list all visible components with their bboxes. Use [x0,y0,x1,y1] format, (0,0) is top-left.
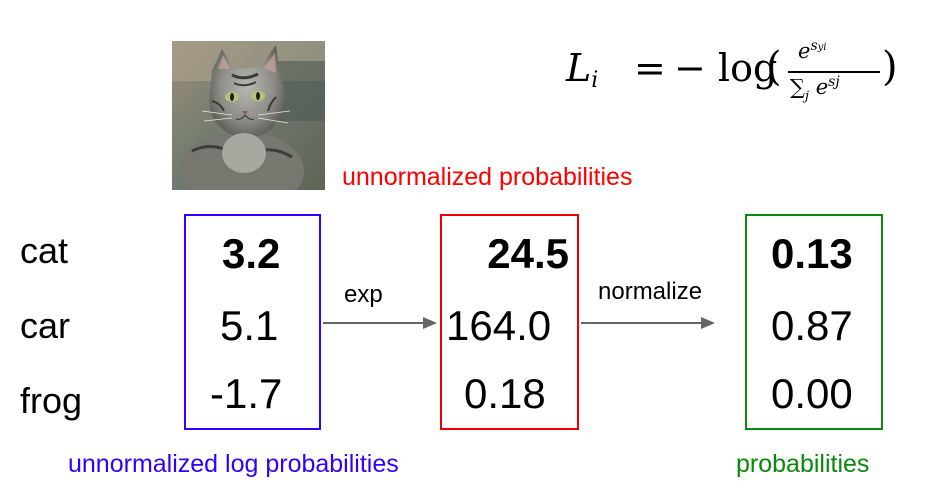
exp-score-car: 164.0 [446,302,552,349]
class-label-cat: cat [20,230,69,271]
exp-arrow-label: exp [344,281,383,308]
formula-paren-open: ( [766,44,782,90]
scores-box: 3.2 5.1 -1.7 [184,214,321,430]
formula-denominator: ∑j esj [790,74,840,104]
score-car: 5.1 [220,302,279,349]
exp-score-frog: 0.18 [464,370,546,417]
softmax-loss-formula: Li = − log ( esyi ∑j esj ) [566,38,916,108]
exp-arrow-icon [323,317,437,329]
formula-numerator: esyi [798,38,827,63]
exp-scores-box: 24.5 164.0 0.18 [440,214,579,430]
formula-fraction-bar [788,71,880,73]
class-label-car: car [20,305,71,346]
exp-score-cat: 24.5 [487,230,569,277]
normalize-arrow-label: normalize [598,278,703,305]
class-label-frog: frog [20,380,83,421]
score-cat: 3.2 [222,230,281,277]
probability-frog: 0.00 [771,370,853,417]
unnormalized-probabilities-label: unnormalized probabilities [342,163,633,191]
probability-car: 0.87 [771,302,853,349]
normalize-arrow-icon [581,317,715,329]
formula-minus-log: − log [674,46,778,90]
formula-equals: = [634,46,666,90]
cat-image [172,41,325,190]
unnormalized-log-probabilities-label: unnormalized log probabilities [68,450,399,478]
score-frog: -1.7 [210,370,283,417]
formula-paren-close: ) [882,44,898,90]
formula-lhs: Li [566,46,599,93]
probabilities-label: probabilities [736,450,870,478]
probability-cat: 0.13 [771,230,853,277]
probabilities-box: 0.13 0.87 0.00 [745,214,883,430]
